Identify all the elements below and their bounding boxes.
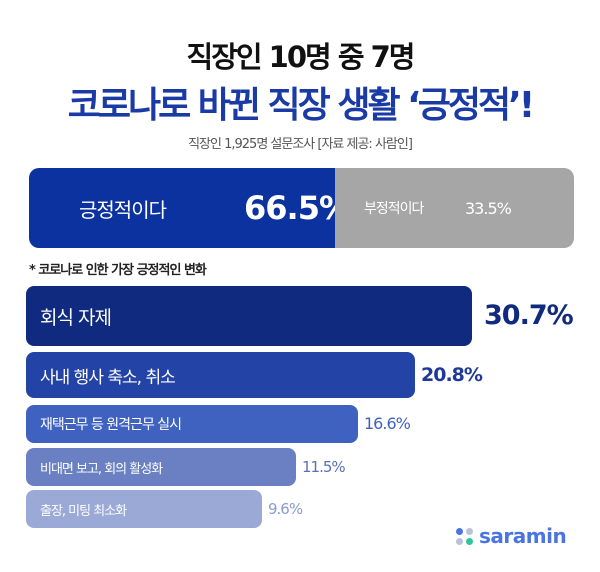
bar-item: 회식 자제 xyxy=(26,286,472,346)
survey-subtitle: 직장인 1,925명 설문조사 [자료 제공: 사람인] xyxy=(188,137,413,152)
negative-value: 33.5% xyxy=(465,198,512,218)
bar-item: 사내 행사 축소, 취소 xyxy=(26,352,415,398)
brand-name: saramin xyxy=(479,524,567,548)
bar-label: 사내 행사 축소, 취소 xyxy=(40,367,176,388)
saramin-logo: saramin xyxy=(456,524,567,548)
bar-label: 출장, 미팅 최소화 xyxy=(40,503,127,519)
bar-value: 16.6% xyxy=(364,414,411,433)
negative-segment: 부정적이다 33.5% xyxy=(335,168,574,248)
negative-label: 부정적이다 xyxy=(364,201,424,217)
bar-label: 비대면 보고, 회의 활성화 xyxy=(40,461,163,477)
positive-value: 66.5% xyxy=(244,189,351,227)
bar-item: 비대면 보고, 회의 활성화 xyxy=(26,448,296,486)
title-line-2: 코로나로 바뀐 직장 생활 ‘긍정적’! xyxy=(67,85,535,126)
bar-label: 회식 자제 xyxy=(40,306,112,329)
bar-value: 11.5% xyxy=(302,458,346,476)
positive-segment: 긍정적이다 66.5% xyxy=(29,168,351,248)
positive-negative-split-bar: 긍정적이다 66.5% 부정적이다 33.5% xyxy=(29,168,574,248)
bar-value: 30.7% xyxy=(484,300,574,331)
section-note: * 코로나로 인한 가장 긍정적인 변화 xyxy=(29,263,207,278)
bar-item: 출장, 미팅 최소화 xyxy=(26,490,262,528)
saramin-dots-icon xyxy=(456,527,473,545)
title-line-1: 직장인 10명 중 7명 xyxy=(186,40,416,74)
bar-value: 9.6% xyxy=(268,500,303,518)
positive-label: 긍정적이다 xyxy=(79,197,167,222)
bar-value: 20.8% xyxy=(421,364,483,386)
bar-label: 재택근무 등 원격근무 실시 xyxy=(40,417,182,433)
bar-item: 재택근무 등 원격근무 실시 xyxy=(26,405,358,443)
